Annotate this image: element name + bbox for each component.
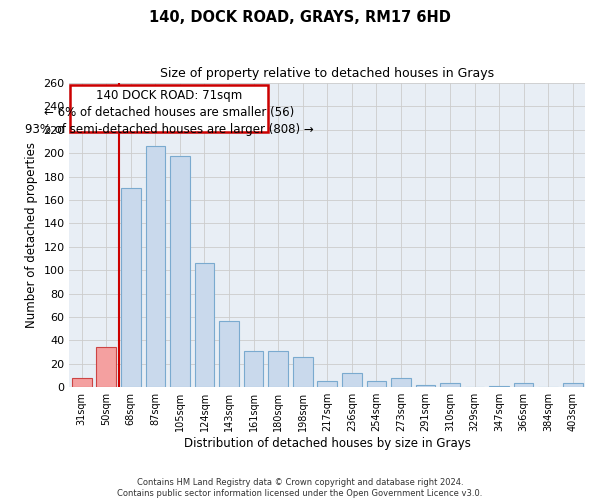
FancyBboxPatch shape xyxy=(70,86,268,132)
Y-axis label: Number of detached properties: Number of detached properties xyxy=(25,142,38,328)
Bar xyxy=(514,382,533,387)
Bar xyxy=(440,382,460,387)
Bar xyxy=(170,156,190,387)
Bar xyxy=(293,357,313,387)
Text: 140 DOCK ROAD: 71sqm: 140 DOCK ROAD: 71sqm xyxy=(96,88,242,102)
Bar xyxy=(416,385,435,387)
Bar xyxy=(317,382,337,387)
Bar xyxy=(72,378,92,387)
X-axis label: Distribution of detached houses by size in Grays: Distribution of detached houses by size … xyxy=(184,437,470,450)
Bar xyxy=(146,146,165,387)
Bar xyxy=(219,320,239,387)
Text: Contains HM Land Registry data © Crown copyright and database right 2024.
Contai: Contains HM Land Registry data © Crown c… xyxy=(118,478,482,498)
Bar xyxy=(268,351,288,387)
Title: Size of property relative to detached houses in Grays: Size of property relative to detached ho… xyxy=(160,68,494,80)
Bar xyxy=(244,351,263,387)
Bar xyxy=(489,386,509,387)
Text: 140, DOCK ROAD, GRAYS, RM17 6HD: 140, DOCK ROAD, GRAYS, RM17 6HD xyxy=(149,10,451,25)
Bar xyxy=(121,188,140,387)
Bar xyxy=(194,263,214,387)
Bar xyxy=(97,348,116,387)
Bar xyxy=(342,373,362,387)
Bar xyxy=(391,378,411,387)
Bar xyxy=(367,382,386,387)
Text: ← 6% of detached houses are smaller (56): ← 6% of detached houses are smaller (56) xyxy=(44,106,294,118)
Text: 93% of semi-detached houses are larger (808) →: 93% of semi-detached houses are larger (… xyxy=(25,123,314,136)
Bar xyxy=(563,382,583,387)
